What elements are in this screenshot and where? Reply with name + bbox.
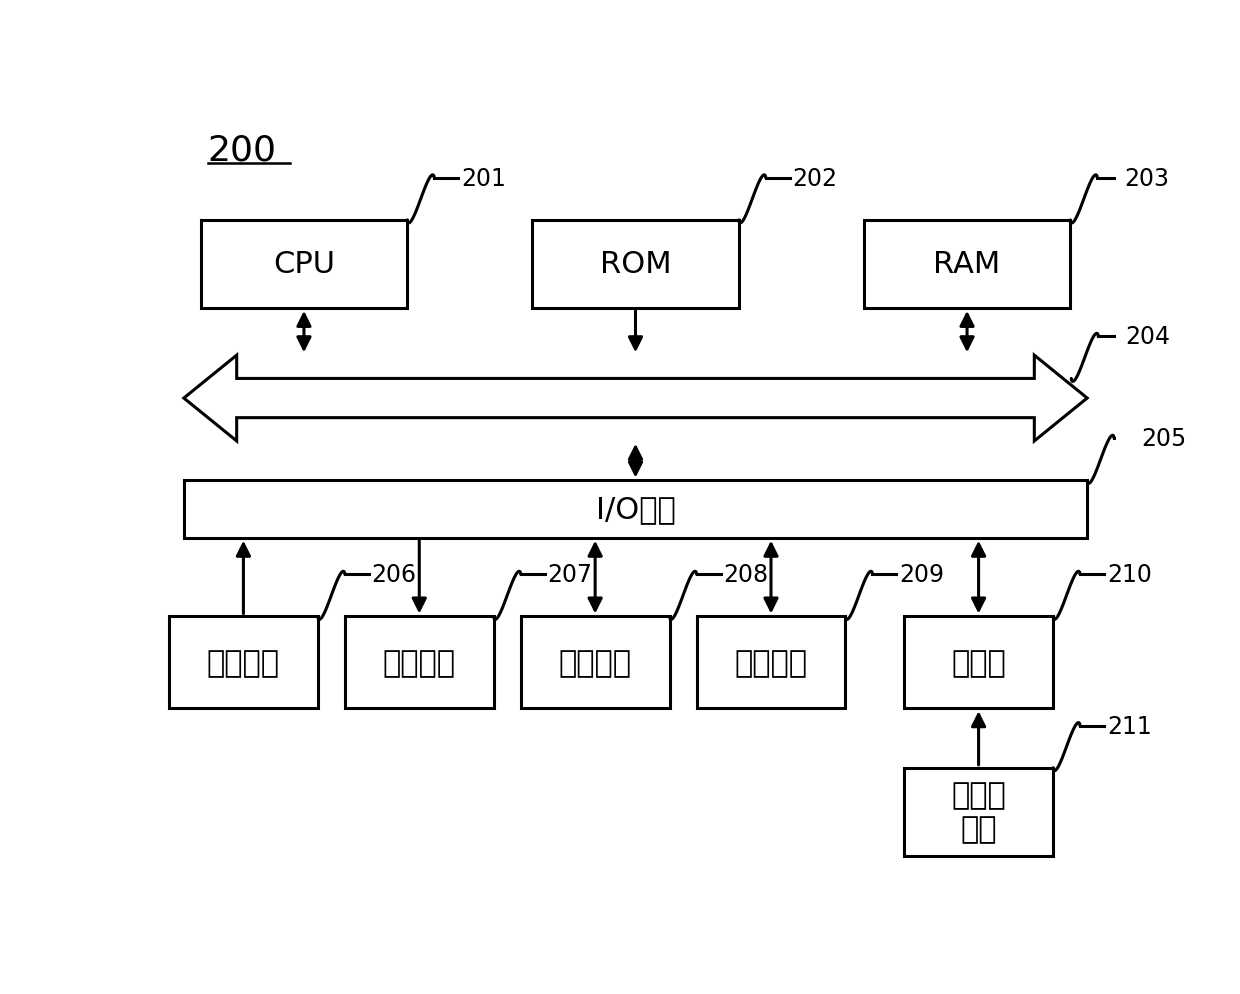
Text: ROM: ROM <box>600 250 671 279</box>
Bar <box>521 616 670 709</box>
Text: 207: 207 <box>548 563 593 586</box>
Bar <box>201 221 407 309</box>
Bar <box>345 616 494 709</box>
Text: 205: 205 <box>1141 426 1187 451</box>
Text: RAM: RAM <box>934 250 1001 279</box>
Text: 200: 200 <box>208 133 277 167</box>
Text: 204: 204 <box>1125 325 1171 349</box>
Bar <box>184 481 1087 539</box>
Bar <box>697 616 846 709</box>
Bar <box>169 616 317 709</box>
Bar <box>864 221 1070 309</box>
Text: 209: 209 <box>899 563 945 586</box>
Text: 通信部分: 通信部分 <box>734 648 807 677</box>
Text: 208: 208 <box>723 563 769 586</box>
Text: 210: 210 <box>1107 563 1152 586</box>
Text: 202: 202 <box>792 167 838 191</box>
Bar <box>532 221 739 309</box>
Text: 206: 206 <box>372 563 417 586</box>
Bar <box>904 616 1053 709</box>
Polygon shape <box>184 356 1087 441</box>
Text: 储存部分: 储存部分 <box>559 648 631 677</box>
Text: 203: 203 <box>1125 167 1169 191</box>
Text: 可拆卸
介质: 可拆卸 介质 <box>951 780 1006 843</box>
Bar <box>904 768 1053 856</box>
Text: 输入部分: 输入部分 <box>207 648 280 677</box>
Text: 211: 211 <box>1107 714 1152 738</box>
Text: 输出部分: 输出部分 <box>383 648 456 677</box>
Text: I/O接口: I/O接口 <box>595 495 676 524</box>
Text: 201: 201 <box>461 167 506 191</box>
Text: 驱动器: 驱动器 <box>951 648 1006 677</box>
Text: CPU: CPU <box>273 250 335 279</box>
